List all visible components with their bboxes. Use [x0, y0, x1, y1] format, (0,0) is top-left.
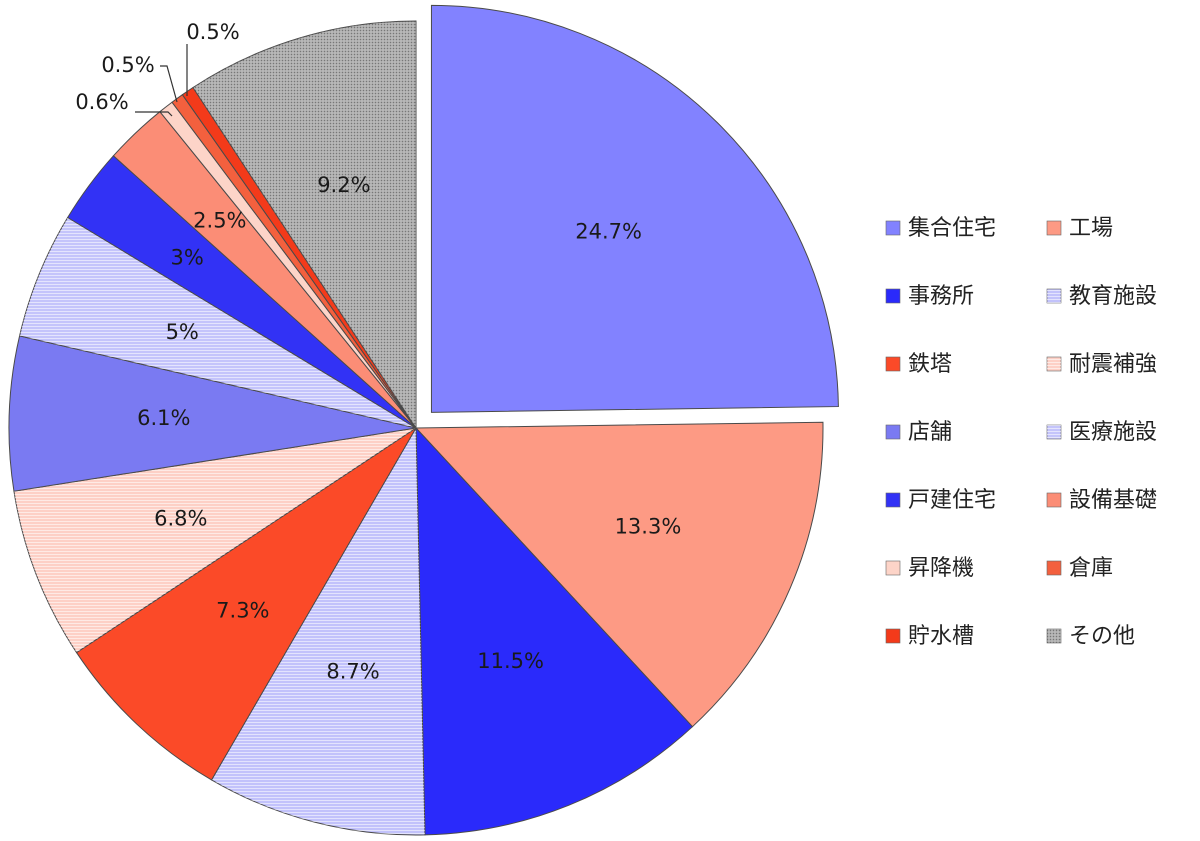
legend-label-13: 貯水槽 — [908, 624, 974, 649]
legend-label-4: 教育施設 — [1069, 284, 1157, 309]
legend-item-7: 店舗 — [885, 420, 952, 445]
legend-label-3: 事務所 — [908, 284, 974, 309]
legend-label-11: 昇降機 — [908, 556, 974, 581]
slice-4 — [210, 426, 426, 836]
legend-label-7: 店舗 — [908, 420, 952, 445]
slice-6 — [13, 427, 417, 654]
data-label-3: 11.5% — [477, 649, 544, 673]
legend-swatch-11 — [885, 560, 901, 576]
legend-item-1: 集合住宅 — [885, 216, 996, 241]
data-label-5: 7.3% — [216, 599, 269, 623]
data-label-14: 9.2% — [317, 173, 370, 197]
slice-2 — [414, 421, 824, 728]
leader-line-12 — [160, 65, 178, 103]
data-label-2: 13.3% — [615, 514, 682, 538]
legend-label-9: 戸建住宅 — [908, 488, 996, 513]
data-label-1: 24.7% — [575, 220, 642, 244]
legend-label-1: 集合住宅 — [908, 216, 996, 241]
legend-item-4: 教育施設 — [1046, 284, 1157, 309]
legend-label-8: 医療施設 — [1069, 420, 1157, 445]
legend-swatch-2 — [1046, 220, 1062, 236]
slice-5 — [75, 427, 417, 781]
legend-swatch-7 — [885, 424, 901, 440]
legend-swatch-9 — [885, 492, 901, 508]
data-label-11: 0.6% — [75, 90, 128, 114]
data-label-7: 6.1% — [137, 406, 190, 430]
legend-label-14: その他 — [1069, 624, 1135, 649]
slice-3 — [415, 426, 694, 836]
legend-label-6: 耐震補強 — [1069, 352, 1157, 377]
leader-line-11 — [135, 111, 173, 117]
legend-swatch-12 — [1046, 560, 1062, 576]
legend-item-2: 工場 — [1046, 216, 1113, 241]
slice-1 — [430, 4, 839, 413]
legend-swatch-1 — [885, 220, 901, 236]
legend-label-2: 工場 — [1069, 216, 1113, 241]
legend-swatch-13 — [885, 628, 901, 644]
legend-swatch-10 — [1046, 492, 1062, 508]
legend-item-9: 戸建住宅 — [885, 488, 996, 513]
legend-item-11: 昇降機 — [885, 556, 974, 581]
legend-item-5: 鉄塔 — [885, 352, 952, 377]
legend-item-3: 事務所 — [885, 284, 974, 309]
legend-item-13: 貯水槽 — [885, 624, 974, 649]
leader-lines — [135, 44, 188, 117]
slice-7 — [8, 335, 417, 492]
legend-item-6: 耐震補強 — [1046, 352, 1157, 377]
pie-slices — [8, 4, 839, 836]
legend-item-14: その他 — [1046, 624, 1135, 649]
data-label-10: 2.5% — [193, 208, 246, 232]
legend-item-12: 倉庫 — [1046, 556, 1113, 581]
data-label-9: 3% — [170, 245, 203, 269]
data-label-13: 0.5% — [186, 20, 239, 44]
data-labels: 24.7% 13.3% 11.5% 8.7% 7.3% 6.8% 6.1% 5% 3% 2.5% 0… — [75, 20, 681, 683]
legend-item-8: 医療施設 — [1046, 420, 1157, 445]
legend-label-12: 倉庫 — [1069, 556, 1113, 581]
data-label-8: 5% — [166, 320, 199, 344]
legend-label-5: 鉄塔 — [908, 352, 952, 377]
data-label-6: 6.8% — [154, 506, 207, 530]
legend-label-10: 設備基礎 — [1069, 488, 1157, 513]
slice-14 — [192, 20, 417, 430]
data-label-12: 0.5% — [101, 53, 154, 77]
data-label-4: 8.7% — [326, 659, 379, 683]
legend-swatch-3 — [885, 288, 901, 304]
legend-swatch-5 — [885, 356, 901, 372]
legend-item-10: 設備基礎 — [1046, 488, 1157, 513]
